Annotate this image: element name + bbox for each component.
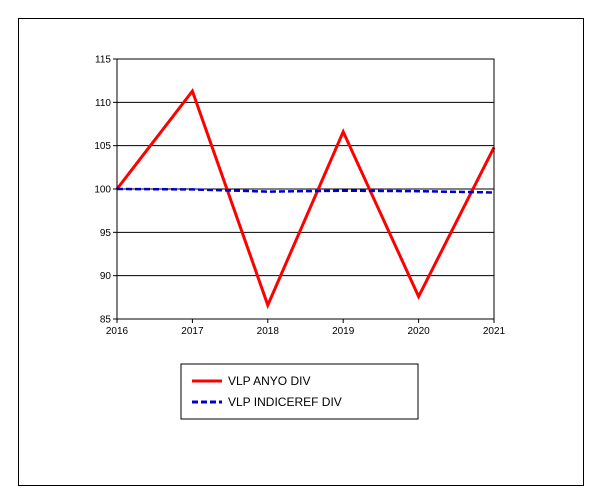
y-tick-label: 115 bbox=[95, 55, 111, 66]
x-tick-label: 2019 bbox=[332, 326, 355, 337]
x-tick-label: 2016 bbox=[106, 326, 129, 337]
y-tick-label: 90 bbox=[100, 271, 112, 282]
y-tick-label: 105 bbox=[94, 141, 111, 152]
legend-label-series-2: VLP INDICEREF DIV bbox=[228, 395, 342, 409]
x-tick-label: 2021 bbox=[483, 326, 506, 337]
legend: VLP ANYO DIV VLP INDICEREF DIV bbox=[180, 363, 419, 420]
legend-label-series-1: VLP ANYO DIV bbox=[228, 374, 310, 388]
series-lines bbox=[115, 87, 496, 310]
x-tick-label: 2017 bbox=[181, 326, 204, 337]
x-tick-label: 2020 bbox=[407, 326, 430, 337]
series-line-2 bbox=[116, 187, 495, 194]
y-tick-label: 95 bbox=[100, 228, 112, 239]
x-tick-label: 2018 bbox=[257, 326, 280, 337]
y-tick-label: 85 bbox=[100, 315, 112, 326]
y-tick-label: 110 bbox=[95, 98, 111, 109]
axes: 85 90 95 100 105 110 115 2016 2017 2018 2019 2020 20… bbox=[94, 55, 505, 338]
legend-box bbox=[180, 363, 419, 420]
series-line-1 bbox=[115, 87, 496, 310]
y-tick-label: 100 bbox=[94, 185, 111, 196]
